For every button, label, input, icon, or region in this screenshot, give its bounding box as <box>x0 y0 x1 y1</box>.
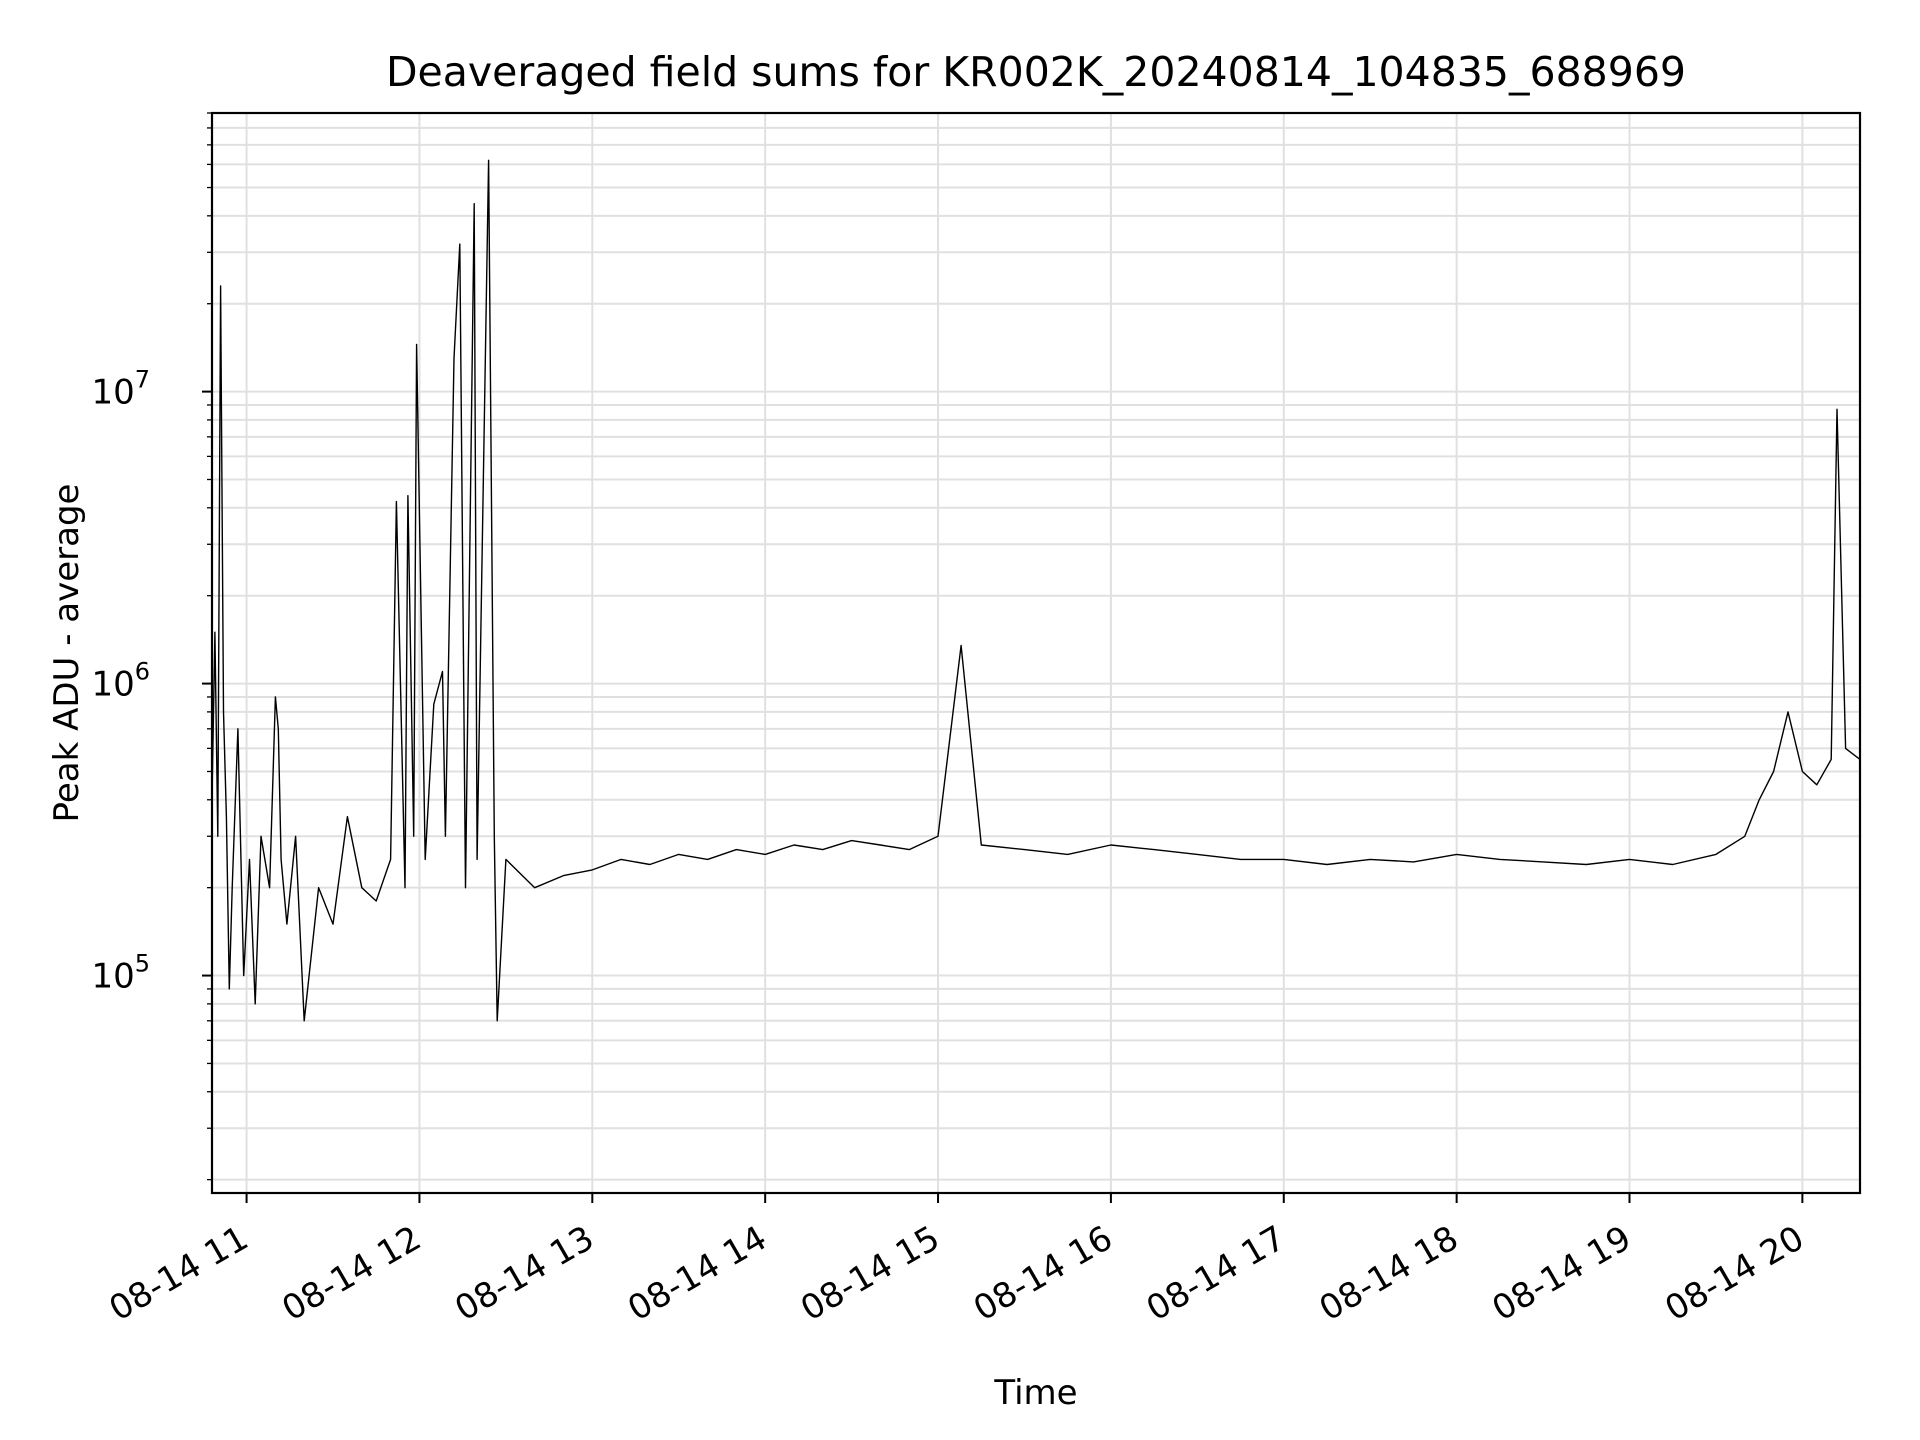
y-tick-label: 107 <box>91 366 150 413</box>
x-axis-label: Time <box>993 1373 1077 1413</box>
series-line-0 <box>211 159 1861 1022</box>
y-tick-label: 106 <box>91 658 150 705</box>
y-tick-label: 105 <box>91 950 150 997</box>
series-layer <box>211 159 1861 1022</box>
plot-frame <box>210 111 1862 1195</box>
y-axis-ticks: 105 106 107 <box>91 112 212 1181</box>
chart-title: Deaveraged field sums for KR002K_2024081… <box>386 48 1686 96</box>
y-axis-label: Peak ADU - average <box>47 484 87 823</box>
